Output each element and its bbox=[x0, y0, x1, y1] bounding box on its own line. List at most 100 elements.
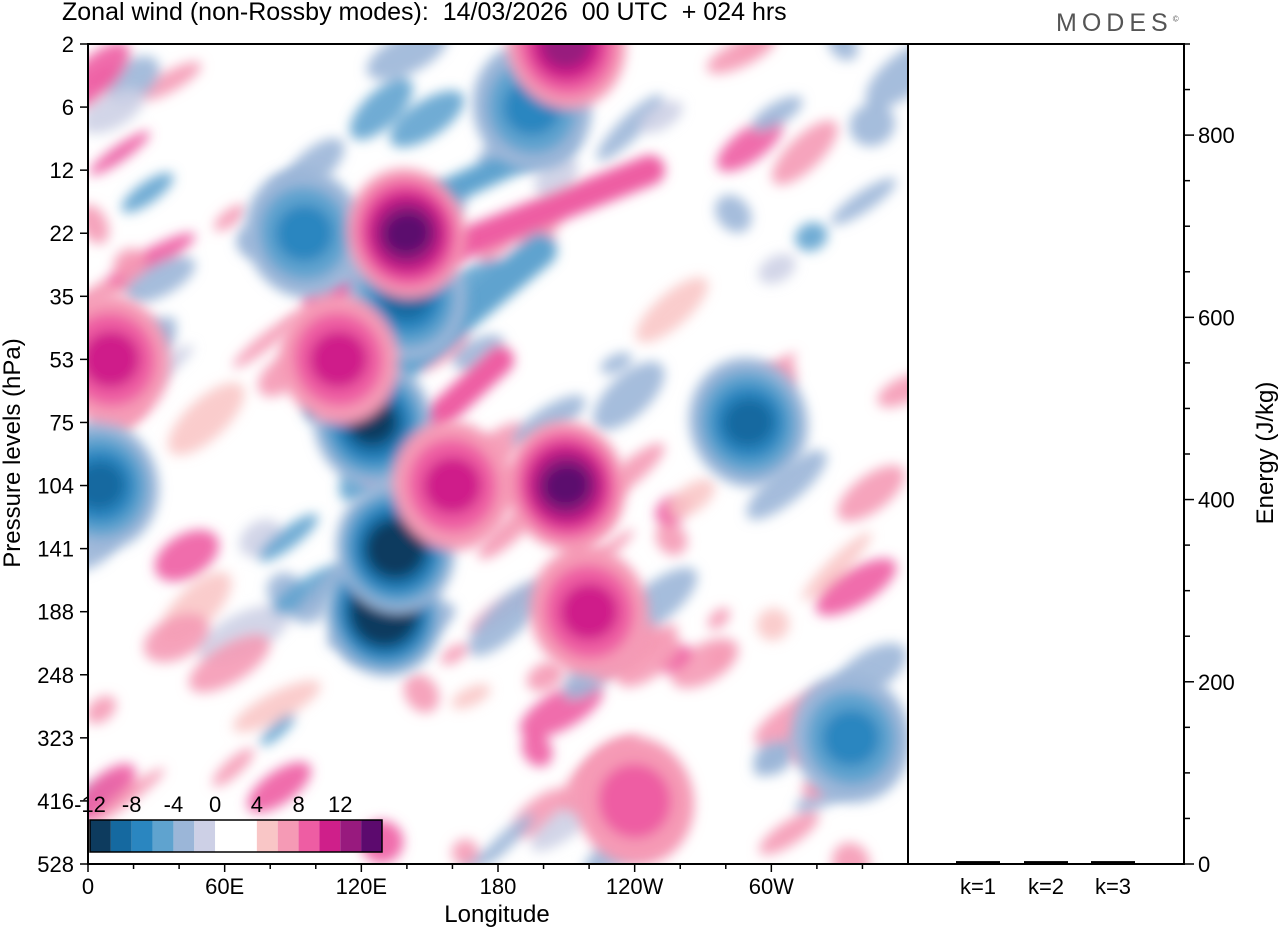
colorbar-frame bbox=[89, 819, 383, 853]
energy-tick-label: 600 bbox=[1198, 305, 1235, 330]
wind-streak bbox=[526, 661, 564, 692]
wind-streak bbox=[771, 120, 838, 185]
x-axis-label: Longitude bbox=[444, 901, 549, 928]
wind-streak bbox=[815, 558, 897, 616]
colorbar-cell bbox=[298, 820, 320, 852]
brand-name: MODES bbox=[1056, 9, 1173, 37]
wind-streak bbox=[88, 763, 136, 822]
wind-streak bbox=[751, 96, 803, 132]
colorbar-label: 4 bbox=[251, 792, 263, 817]
colorbar-cell bbox=[319, 820, 341, 852]
wind-streak bbox=[451, 684, 491, 709]
wind-streak bbox=[837, 465, 905, 522]
wind-streak bbox=[849, 103, 896, 147]
wind-streak bbox=[88, 695, 117, 724]
wind-streak bbox=[521, 732, 553, 767]
x-tick-label: 60W bbox=[749, 874, 794, 899]
wind-streak bbox=[121, 172, 174, 213]
x-tick-label: 0 bbox=[82, 874, 94, 899]
y-tick-label: 2 bbox=[62, 32, 74, 57]
energy-category-label: k=2 bbox=[1028, 874, 1064, 899]
x-tick-label: 120W bbox=[606, 874, 664, 899]
wind-streak bbox=[639, 100, 683, 134]
wind-streak bbox=[89, 131, 151, 176]
energy-bar bbox=[1024, 861, 1068, 864]
wind-streak bbox=[616, 633, 681, 687]
energy-category-label: k=3 bbox=[1095, 874, 1131, 899]
colorbar-cell bbox=[194, 820, 216, 852]
wind-streak bbox=[716, 117, 784, 172]
wind-streak bbox=[349, 78, 413, 140]
wind-streak bbox=[143, 613, 210, 663]
wind-streak bbox=[715, 194, 752, 233]
wind-streak bbox=[212, 748, 254, 787]
energy-tick-label: 800 bbox=[1198, 123, 1235, 148]
wind-feature bbox=[543, 464, 590, 507]
y-tick-label: 35 bbox=[50, 284, 74, 309]
y-tick-label: 323 bbox=[37, 726, 74, 751]
wind-streak bbox=[753, 740, 793, 776]
wind-feature bbox=[88, 331, 140, 388]
y-tick-label: 416 bbox=[37, 789, 74, 814]
wind-feature bbox=[598, 763, 672, 839]
energy-tick-label: 0 bbox=[1198, 852, 1210, 877]
wind-feature bbox=[423, 457, 482, 514]
wind-streak bbox=[707, 607, 730, 630]
wind-feature bbox=[723, 398, 774, 447]
wind-streak bbox=[188, 634, 271, 693]
colorbar-label: 12 bbox=[328, 792, 352, 817]
chart-title: Zonal wind (non-Rossby modes): 14/03/202… bbox=[62, 0, 787, 26]
x-tick-label: 60E bbox=[205, 874, 244, 899]
colorbar-cell bbox=[361, 820, 382, 852]
colorbar-cell bbox=[131, 820, 153, 852]
wind-feature bbox=[374, 529, 417, 568]
wind-streak bbox=[389, 90, 465, 148]
wind-streak bbox=[258, 513, 319, 562]
y-tick-label: 53 bbox=[50, 347, 74, 372]
wind-streak bbox=[154, 529, 220, 582]
x-tick-label: 180 bbox=[480, 874, 517, 899]
wind-feature bbox=[560, 583, 619, 641]
colorbar-cell bbox=[256, 820, 278, 852]
wind-streak bbox=[214, 204, 246, 232]
wind-streak bbox=[468, 580, 546, 656]
wind-streak bbox=[593, 361, 665, 431]
wind-streak bbox=[247, 762, 312, 813]
wind-streak bbox=[440, 643, 468, 665]
y-tick-label: 22 bbox=[50, 221, 74, 246]
wind-streak bbox=[232, 680, 321, 733]
colorbar-cell bbox=[215, 820, 236, 852]
y-tick-label: 75 bbox=[50, 410, 74, 435]
wind-streak bbox=[669, 479, 715, 517]
colorbar: -12 -8 -4 0 4 8 12 bbox=[74, 792, 383, 853]
energy-bar bbox=[1091, 861, 1135, 864]
wind-streak bbox=[139, 61, 202, 101]
wind-streak bbox=[759, 811, 819, 855]
energy-bar bbox=[956, 861, 1000, 864]
y-tick-label: 188 bbox=[37, 600, 74, 625]
wind-streak bbox=[801, 532, 872, 601]
wind-streak bbox=[451, 839, 479, 864]
y-tick-label: 141 bbox=[37, 537, 74, 562]
wind-streak bbox=[91, 768, 165, 825]
wind-feature bbox=[529, 44, 603, 82]
wind-streak bbox=[88, 204, 109, 244]
wind-streak bbox=[830, 178, 897, 225]
wind-streak bbox=[452, 334, 505, 370]
colorbar-cell bbox=[277, 820, 299, 852]
wind-streak bbox=[758, 253, 796, 284]
colorbar-label: -12 bbox=[74, 792, 106, 817]
wind-streak bbox=[635, 277, 709, 343]
wind-streak bbox=[795, 222, 828, 252]
brand-mark: © bbox=[1172, 14, 1179, 24]
y-axis-label: Pressure levels (hPa) bbox=[0, 338, 26, 567]
y-tick-label: 104 bbox=[37, 474, 74, 499]
wind-streak bbox=[167, 382, 245, 456]
colorbar-cell bbox=[236, 820, 257, 852]
energy-panel: 0 200 400 600 800 k=1 k=2 k=3 bbox=[907, 43, 1235, 899]
y-tick-label: 248 bbox=[37, 663, 74, 688]
wind-feature bbox=[88, 461, 125, 510]
colorbar-cell bbox=[340, 820, 362, 852]
wind-streak bbox=[865, 44, 908, 109]
